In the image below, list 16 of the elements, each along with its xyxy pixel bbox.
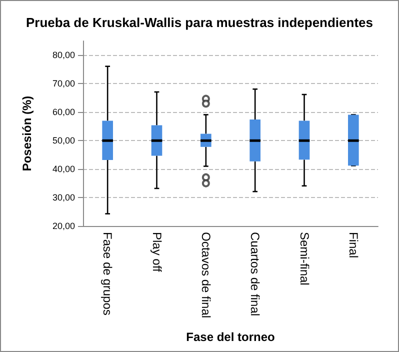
x-tick-label: Cuartos de final bbox=[248, 232, 262, 316]
y-tick-label: 70,00 bbox=[52, 78, 75, 89]
x-tick-label: Fase de grupos bbox=[100, 232, 115, 316]
x-tick-label: Octavos de final bbox=[198, 232, 213, 318]
x-tick-label: Semi-final bbox=[297, 232, 312, 286]
y-tick-label: 30,00 bbox=[52, 192, 75, 203]
y-tick-label: 80,00 bbox=[52, 50, 75, 60]
y-tick-label: 40,00 bbox=[52, 164, 75, 174]
chart-title: Prueba de Kruskal-Wallis para muestras independientes bbox=[26, 15, 374, 30]
y-tick-label: 20,00 bbox=[52, 221, 75, 231]
x-tick-label: Final bbox=[346, 232, 360, 258]
y-axis-title: Posesión (%) bbox=[20, 96, 34, 172]
y-tick-label: 60,00 bbox=[52, 107, 75, 118]
x-tick-label: Play off bbox=[150, 232, 164, 272]
x-axis-title: Fase del torneo bbox=[186, 330, 275, 344]
y-tick-label: 50,00 bbox=[52, 136, 75, 146]
